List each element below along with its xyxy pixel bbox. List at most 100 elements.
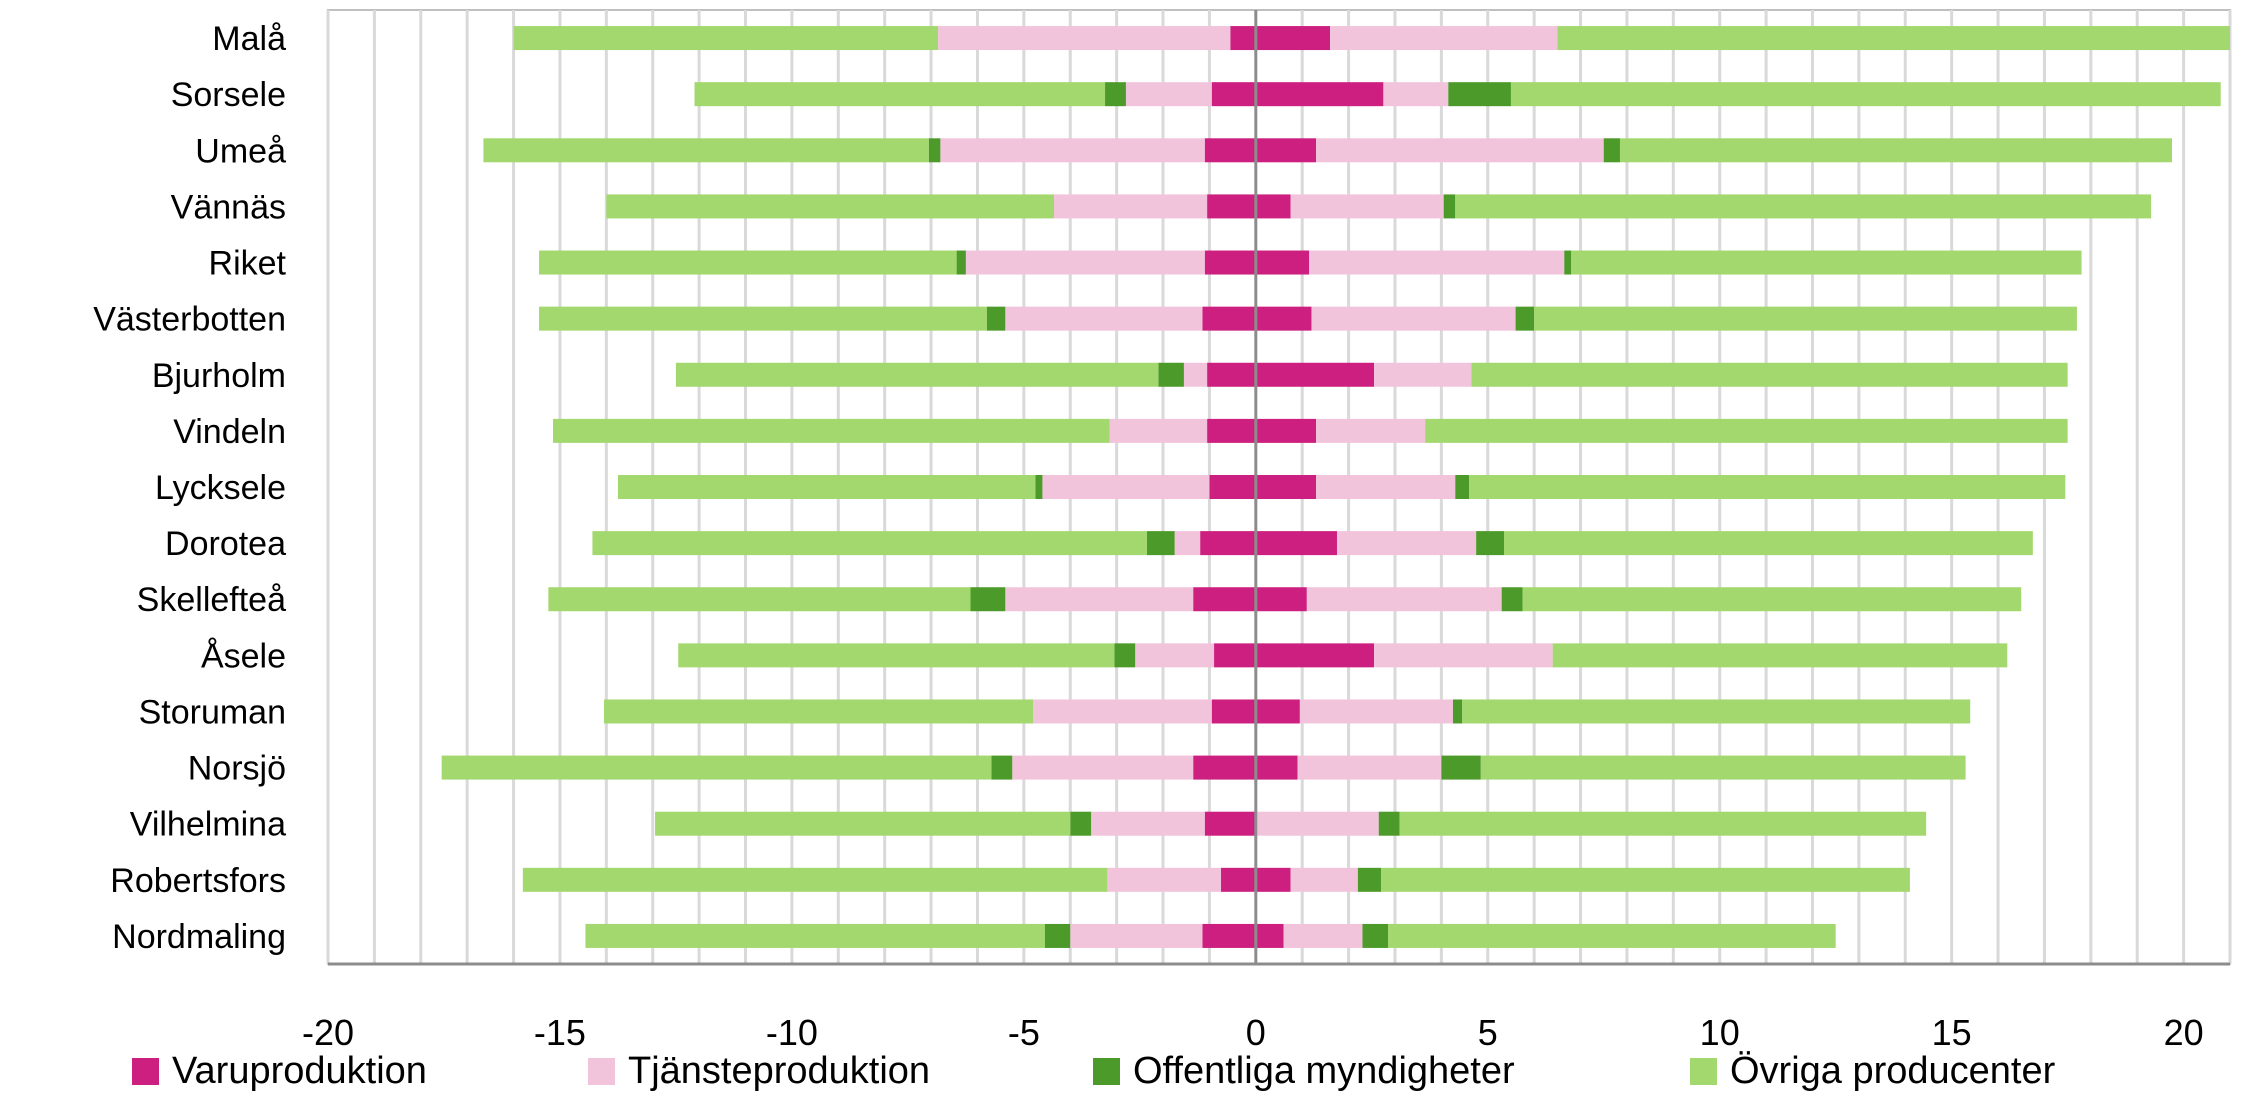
bar-Varuproduktion-pos-Vännäs	[1255, 194, 1291, 219]
bar-Övriga producenter-neg-Vindeln	[552, 418, 1110, 443]
bar-Offentliga myndigheter-pos-Sorsele	[1448, 82, 1511, 107]
category-label: Riket	[209, 245, 287, 283]
category-label: Robertsfors	[110, 862, 286, 900]
bar-Tjänsteproduktion-neg-Lycksele	[1042, 475, 1210, 499]
bar-Övriga producenter-pos-Vännäs	[1455, 194, 2152, 219]
bar-Övriga producenter-pos-Vilhelmina	[1399, 811, 1927, 836]
bar-Övriga producenter-pos-Robertsfors	[1381, 867, 1910, 892]
bar-Tjänsteproduktion-pos-Vännäs	[1290, 194, 1444, 219]
bar-Tjänsteproduktion-neg-Nordmaling	[1070, 923, 1203, 948]
bar-Tjänsteproduktion-pos-Riket	[1309, 250, 1565, 275]
bar-Övriga producenter-pos-Norsjö	[1480, 755, 1966, 780]
bar-Varuproduktion-neg-Norsjö	[1193, 755, 1256, 780]
bar-Offentliga myndigheter-neg-Bjurholm	[1158, 362, 1184, 387]
bar-Offentliga myndigheter-neg-Umeå	[928, 138, 941, 163]
bar-Övriga producenter-pos-Malå	[1557, 26, 2230, 51]
category-label: Vännäs	[171, 188, 286, 226]
bar-Tjänsteproduktion-pos-Vilhelmina	[1255, 811, 1379, 836]
bar-Varuproduktion-neg-Nordmaling	[1202, 923, 1256, 948]
legend-swatch	[132, 1058, 159, 1085]
bar-Varuproduktion-pos-Lycksele	[1255, 475, 1317, 499]
category-label: Åsele	[201, 637, 286, 675]
bar-Varuproduktion-pos-Dorotea	[1255, 531, 1337, 556]
bar-Tjänsteproduktion-pos-Bjurholm	[1374, 362, 1472, 387]
bar-Varuproduktion-pos-Vindeln	[1255, 418, 1317, 443]
category-label: Malå	[212, 20, 286, 58]
x-tick-label: 10	[1700, 1012, 1740, 1053]
bar-Varuproduktion-pos-Malå	[1255, 26, 1331, 51]
category-label: Sorsele	[171, 76, 286, 114]
x-tick-label: 5	[1478, 1012, 1498, 1053]
bar-Övriga producenter-neg-Nordmaling	[585, 923, 1045, 948]
bar-Övriga producenter-neg-Dorotea	[592, 531, 1147, 556]
bar-Tjänsteproduktion-neg-Norsjö	[1012, 755, 1194, 780]
bar-Övriga producenter-pos-Åsele	[1552, 643, 2008, 668]
bar-Övriga producenter-neg-Bjurholm	[675, 362, 1159, 387]
bar-Övriga producenter-neg-Norsjö	[441, 755, 992, 780]
bar-Offentliga myndigheter-pos-Robertsfors	[1357, 867, 1382, 892]
bar-Övriga producenter-neg-Lycksele	[617, 475, 1036, 499]
bar-Tjänsteproduktion-pos-Vindeln	[1316, 418, 1426, 443]
legend-swatch	[588, 1058, 615, 1085]
bar-Varuproduktion-neg-Robertsfors	[1221, 867, 1256, 892]
bar-Varuproduktion-neg-Åsele	[1214, 643, 1256, 668]
bar-Övriga producenter-pos-Skellefteå	[1522, 587, 2022, 612]
x-tick-label: -15	[534, 1012, 586, 1053]
category-label: Västerbotten	[93, 301, 286, 339]
category-label: Vindeln	[173, 413, 286, 451]
bar-Varuproduktion-neg-Vindeln	[1207, 418, 1256, 443]
legend-label: Övriga producenter	[1730, 1050, 2056, 1092]
bar-Tjänsteproduktion-pos-Lycksele	[1316, 475, 1456, 499]
bar-Varuproduktion-neg-Storuman	[1211, 699, 1256, 724]
bar-Tjänsteproduktion-pos-Storuman	[1299, 699, 1453, 724]
bar-Varuproduktion-pos-Robertsfors	[1255, 867, 1291, 892]
bar-Övriga producenter-neg-Skellefteå	[548, 587, 971, 612]
bar-Varuproduktion-pos-Riket	[1255, 250, 1310, 275]
legend-item: Tjänsteproduktion	[588, 1050, 930, 1092]
x-tick-label: 20	[2164, 1012, 2204, 1053]
bar-Varuproduktion-neg-Dorotea	[1200, 531, 1256, 556]
bar-Varuproduktion-pos-Norsjö	[1255, 755, 1298, 780]
x-tick-label: -5	[1008, 1012, 1040, 1053]
bar-Offentliga myndigheter-neg-Norsjö	[991, 755, 1013, 780]
bar-Offentliga myndigheter-neg-Sorsele	[1105, 82, 1126, 107]
legend-swatch	[1093, 1058, 1120, 1085]
bar-Tjänsteproduktion-neg-Riket	[965, 250, 1205, 275]
bar-Offentliga myndigheter-pos-Riket	[1564, 250, 1572, 275]
legend-label: Varuproduktion	[172, 1050, 427, 1092]
bar-Tjänsteproduktion-neg-Dorotea	[1174, 531, 1201, 556]
bar-Tjänsteproduktion-pos-Åsele	[1374, 643, 1553, 668]
category-label: Vilhelmina	[130, 806, 286, 844]
bar-Övriga producenter-neg-Sorsele	[694, 82, 1106, 107]
bar-Offentliga myndigheter-neg-Lycksele	[1035, 475, 1043, 499]
category-label: Lycksele	[155, 469, 286, 507]
bar-Övriga producenter-pos-Västerbotten	[1534, 306, 2077, 331]
legend-item: Övriga producenter	[1690, 1050, 2056, 1092]
bar-Offentliga myndigheter-pos-Umeå	[1603, 138, 1620, 163]
bar-Övriga producenter-neg-Malå	[513, 26, 939, 51]
bar-Varuproduktion-neg-Bjurholm	[1207, 362, 1256, 387]
bar-Övriga producenter-pos-Vindeln	[1425, 418, 2068, 443]
bar-Varuproduktion-neg-Västerbotten	[1202, 306, 1256, 331]
bar-Tjänsteproduktion-pos-Nordmaling	[1283, 923, 1363, 948]
bar-Offentliga myndigheter-neg-Dorotea	[1146, 531, 1175, 556]
legend-swatch	[1690, 1058, 1717, 1085]
bar-Offentliga myndigheter-neg-Nordmaling	[1044, 923, 1071, 948]
bar-Offentliga myndigheter-neg-Åsele	[1114, 643, 1136, 668]
bar-Övriga producenter-pos-Nordmaling	[1388, 923, 1836, 948]
bar-Tjänsteproduktion-pos-Dorotea	[1336, 531, 1477, 556]
bar-Varuproduktion-pos-Sorsele	[1255, 82, 1384, 107]
bar-Övriga producenter-pos-Dorotea	[1503, 531, 2033, 556]
bar-Tjänsteproduktion-neg-Bjurholm	[1183, 362, 1208, 387]
bar-Övriga producenter-pos-Bjurholm	[1471, 362, 2068, 387]
legend-label: Offentliga myndigheter	[1133, 1050, 1515, 1092]
bar-Övriga producenter-neg-Umeå	[483, 138, 929, 163]
bar-Tjänsteproduktion-neg-Vännäs	[1054, 194, 1208, 219]
category-label: Storuman	[139, 693, 286, 731]
legend-item: Offentliga myndigheter	[1093, 1050, 1515, 1092]
bar-Varuproduktion-neg-Vilhelmina	[1204, 811, 1256, 836]
bar-Offentliga myndigheter-pos-Vilhelmina	[1378, 811, 1400, 836]
bar-Tjänsteproduktion-pos-Västerbotten	[1311, 306, 1516, 331]
bar-Tjänsteproduktion-pos-Norsjö	[1297, 755, 1442, 780]
x-tick-label: 0	[1246, 1012, 1266, 1053]
